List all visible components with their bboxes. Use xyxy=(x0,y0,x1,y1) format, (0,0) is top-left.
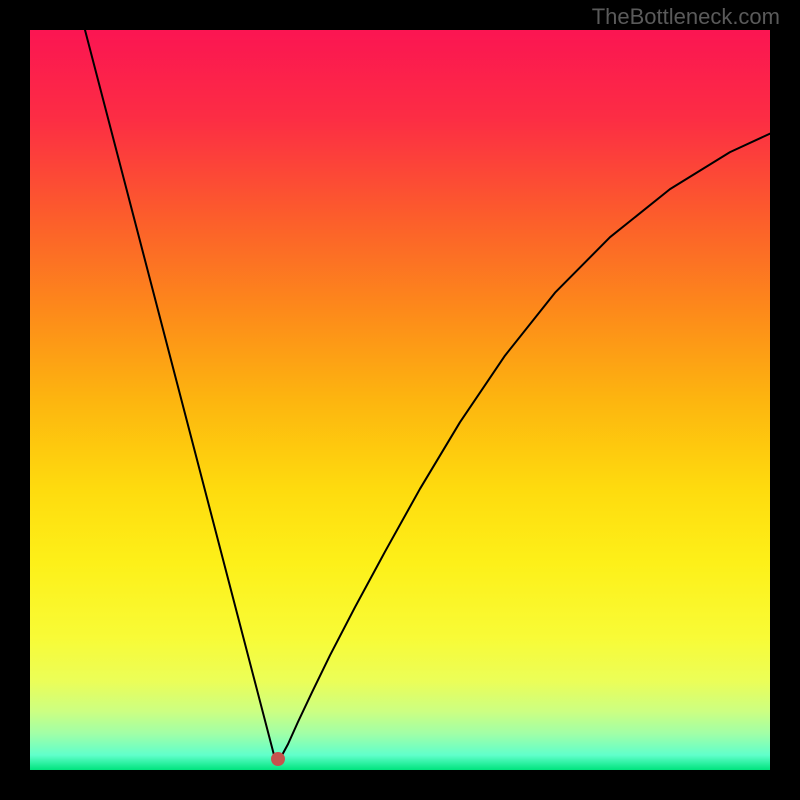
watermark-text: TheBottleneck.com xyxy=(592,4,780,29)
watermark: TheBottleneck.com xyxy=(592,4,780,30)
bottleneck-curve xyxy=(85,30,770,759)
plot-area xyxy=(30,30,770,770)
optimal-point-marker xyxy=(271,752,285,766)
curve-svg xyxy=(30,30,770,770)
